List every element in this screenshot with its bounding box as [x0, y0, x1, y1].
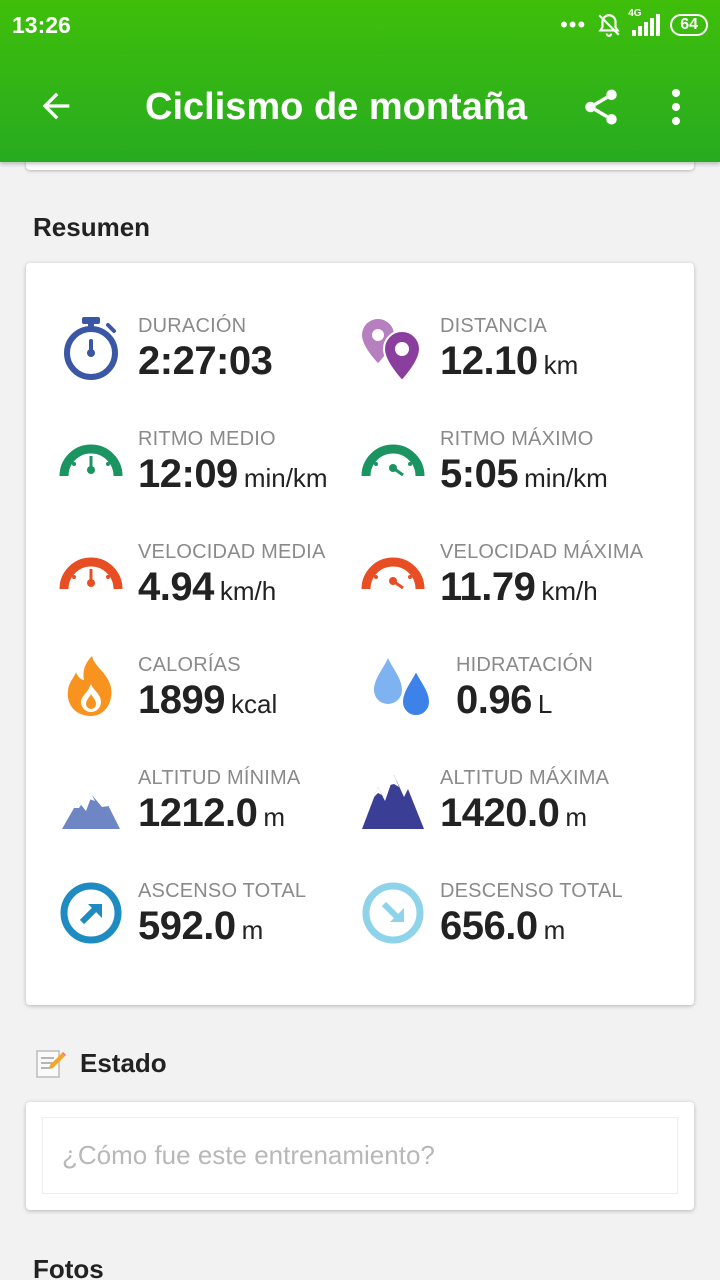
- summary-card: DURACIÓN 2:27:03 DISTANCIA 12.10 km RITMO…: [26, 263, 694, 1005]
- location-pins-icon: [362, 319, 422, 381]
- max-pace-gauge-icon: [361, 444, 425, 477]
- estado-section-header: Estado: [34, 1047, 167, 1079]
- stat-total-ascent: ASCENSO TOTAL 592.0 m: [58, 880, 378, 980]
- stat-value: 656.0 m: [440, 904, 566, 948]
- stopwatch-icon: [64, 317, 118, 380]
- stat-value: 5:05 min/km: [440, 452, 608, 496]
- stat-label: VELOCIDAD MÁXIMA: [440, 541, 644, 563]
- more-vert-icon: [672, 89, 680, 125]
- stat-value: 0.96 L: [456, 678, 553, 722]
- signal-icon: 4G: [628, 8, 661, 36]
- stat-distance: DISTANCIA 12.10 km: [360, 315, 680, 415]
- stat-value: 12.10 km: [440, 339, 579, 383]
- battery-icon: 64: [670, 14, 708, 36]
- stat-value: 2:27:03: [138, 339, 273, 383]
- stat-value: 1212.0 m: [138, 791, 286, 835]
- stat-label: RITMO MEDIO: [138, 428, 276, 450]
- speed-gauge-icon: [59, 557, 123, 590]
- back-arrow-icon: [42, 92, 70, 120]
- share-icon: [585, 89, 617, 125]
- stat-label: HIDRATACIÓN: [456, 654, 594, 676]
- toolbar: Ciclismo de montaña: [0, 50, 720, 162]
- stat-value: 1420.0 m: [440, 791, 588, 835]
- back-button[interactable]: [24, 78, 88, 134]
- stat-label: ASCENSO TOTAL: [138, 880, 307, 902]
- mountain-high-icon: [362, 775, 424, 829]
- network-type-label: 4G: [628, 8, 642, 19]
- bell-off-icon: [598, 14, 620, 37]
- descent-arrow-icon: [362, 882, 424, 944]
- more-options-button[interactable]: [650, 76, 702, 138]
- stat-value: 12:09 min/km: [138, 452, 328, 496]
- stat-avg-speed: VELOCIDAD MEDIA 4.94 km/h: [58, 541, 378, 641]
- stat-value: 592.0 m: [138, 904, 264, 948]
- stat-label: RITMO MÁXIMO: [440, 428, 594, 450]
- stat-total-descent: DESCENSO TOTAL 656.0 m: [360, 880, 680, 980]
- stat-label: VELOCIDAD MEDIA: [138, 541, 326, 563]
- stat-min-altitude: ALTITUD MÍNIMA 1212.0 m: [58, 767, 378, 867]
- stat-duration: DURACIÓN 2:27:03: [58, 315, 378, 415]
- pace-gauge-icon: [59, 444, 123, 477]
- fotos-title: Fotos: [33, 1254, 104, 1280]
- water-drops-icon: [374, 658, 432, 717]
- mountain-low-icon: [62, 795, 120, 829]
- status-bar: 13:26 ••• 4G 64: [0, 0, 720, 50]
- ascent-arrow-icon: [60, 882, 122, 944]
- stat-label: DISTANCIA: [440, 315, 547, 337]
- stat-label: DESCENSO TOTAL: [440, 880, 623, 902]
- summary-title: Resumen: [33, 212, 151, 242]
- stat-hydration: HIDRATACIÓN 0.96 L: [360, 654, 680, 754]
- status-time: 13:26: [12, 12, 71, 38]
- estado-title: Estado: [80, 1047, 167, 1078]
- stat-value: 4.94 km/h: [138, 565, 277, 609]
- stat-max-speed: VELOCIDAD MÁXIMA 11.79 km/h: [360, 541, 680, 641]
- status-card: [26, 1102, 694, 1210]
- stat-calories: CALORÍAS 1899 kcal: [58, 654, 378, 754]
- stat-label: CALORÍAS: [138, 654, 241, 676]
- stat-value: 1899 kcal: [138, 678, 278, 722]
- stat-label: DURACIÓN: [138, 315, 247, 337]
- memo-icon: [36, 1050, 66, 1078]
- notification-dots-icon: •••: [560, 12, 587, 37]
- flame-icon: [67, 656, 112, 716]
- stat-max-altitude: ALTITUD MÁXIMA 1420.0 m: [360, 767, 680, 867]
- status-input[interactable]: [42, 1117, 678, 1194]
- stat-value: 11.79 km/h: [440, 565, 598, 609]
- app-bar: 13:26 ••• 4G 64 Ciclismo de: [0, 0, 720, 162]
- stat-avg-pace: RITMO MEDIO 12:09 min/km: [58, 428, 378, 528]
- stat-max-pace: RITMO MÁXIMO 5:05 min/km: [360, 428, 680, 528]
- max-speed-gauge-icon: [361, 557, 425, 590]
- stat-label: ALTITUD MÁXIMA: [440, 767, 610, 789]
- share-button[interactable]: [572, 76, 630, 138]
- stat-label: ALTITUD MÍNIMA: [138, 767, 301, 789]
- page-title: Ciclismo de montaña: [145, 86, 528, 128]
- status-icons: ••• 4G 64: [560, 8, 708, 38]
